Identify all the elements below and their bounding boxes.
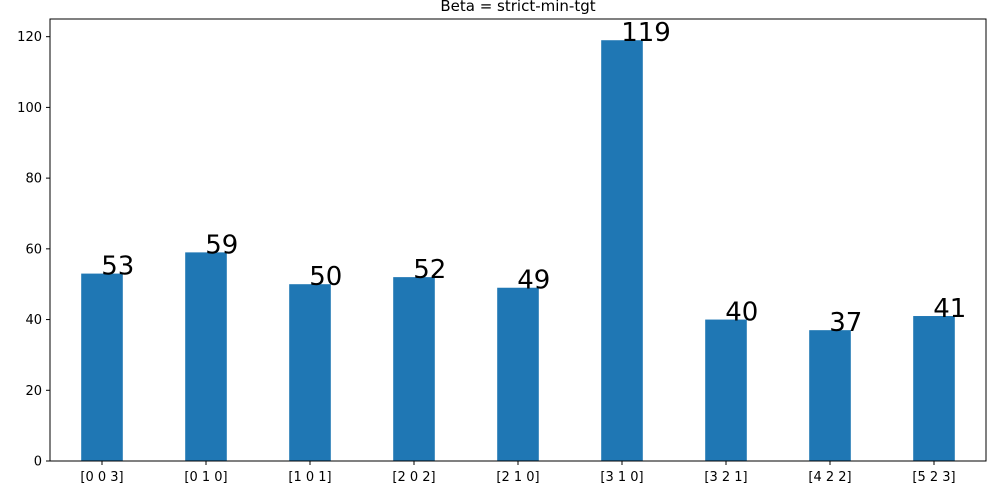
plot-frame — [49, 18, 987, 462]
data-label-1: 59 — [205, 230, 238, 260]
bars-layer — [81, 40, 955, 461]
bar-6 — [705, 319, 747, 461]
data-labels-layer: 53 59 50 52 49 119 40 37 41 — [101, 18, 966, 338]
data-label-5: 119 — [621, 18, 671, 48]
bar-8 — [913, 316, 955, 461]
data-label-6: 40 — [725, 298, 758, 328]
y-tick-label-5: 100 — [17, 101, 42, 116]
data-label-4: 49 — [517, 266, 550, 296]
x-tick-label-1: [0 1 0] — [184, 470, 227, 485]
data-label-7: 37 — [829, 308, 862, 338]
data-label-3: 52 — [413, 255, 446, 285]
chart-title: Beta = strict-min-tgt — [440, 0, 595, 15]
bar-7 — [809, 330, 851, 461]
x-tick-label-4: [2 1 0] — [496, 470, 539, 485]
bar-4 — [497, 287, 539, 461]
bar-0 — [81, 273, 123, 461]
x-tick-label-8: [5 2 3] — [912, 470, 955, 485]
x-tick-label-7: [4 2 2] — [808, 470, 851, 485]
x-tick-label-6: [3 2 1] — [704, 470, 747, 485]
y-tick-label-1: 20 — [25, 384, 42, 399]
x-tick-label-5: [3 1 0] — [600, 470, 643, 485]
bar-2 — [289, 284, 331, 461]
data-label-8: 41 — [933, 294, 966, 324]
y-tick-label-4: 80 — [25, 172, 42, 187]
y-tick-label-0: 0 — [34, 455, 42, 470]
y-tick-label-6: 120 — [17, 30, 42, 45]
data-label-0: 53 — [101, 252, 134, 282]
data-label-2: 50 — [309, 262, 342, 292]
x-tick-label-2: [1 0 1] — [288, 470, 331, 485]
y-tick-label-3: 60 — [25, 242, 42, 257]
y-axis: 0 20 40 60 80 100 120 — [17, 30, 50, 470]
x-tick-label-3: [2 0 2] — [392, 470, 435, 485]
bar-5 — [601, 40, 643, 461]
y-tick-label-2: 40 — [25, 313, 42, 328]
x-tick-label-0: [0 0 3] — [80, 470, 123, 485]
x-axis: [0 0 3] [0 1 0] [1 0 1] [2 0 2] [2 1 0] [3 1 … — [80, 461, 956, 485]
bar-3 — [393, 277, 435, 461]
bar-1 — [185, 252, 227, 461]
